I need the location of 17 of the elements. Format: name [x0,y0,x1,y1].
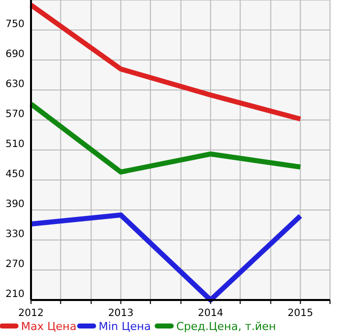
x-tick-label: 2012 [18,308,44,319]
y-tick-label: 210 [5,289,25,300]
x-tick-label: 2015 [288,308,314,319]
y-tick-label: 270 [5,259,25,270]
x-tick-label: 2013 [108,308,134,319]
legend-label: Max Цена [21,320,76,333]
y-tick-label: 690 [5,49,25,60]
y-tick-label: 630 [5,79,25,90]
legend-label: Min Цена [98,320,151,333]
y-tick-label: 450 [5,169,25,180]
y-tick-label: 390 [5,199,25,210]
x-tick-label: 2014 [198,308,224,319]
y-tick-label: 330 [5,229,25,240]
legend-label: Сред.Цена, т.йен [176,320,276,333]
y-tick-label: 570 [5,109,25,120]
y-tick-label: 750 [5,19,25,30]
y-tick-label: 510 [5,139,25,150]
